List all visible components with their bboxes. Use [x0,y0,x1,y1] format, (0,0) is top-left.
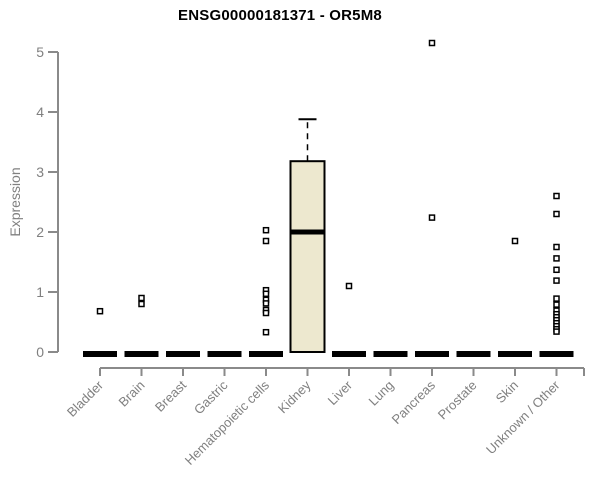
x-category-label: Kidney [275,377,314,416]
outlier-point [262,309,270,317]
outlier-point [428,214,436,221]
outlier-point [96,307,104,315]
outlier-point [553,277,560,284]
y-tick-label: 1 [36,284,44,300]
zero-median-bar [373,351,408,357]
zero-median-bar [166,351,200,357]
zero-median-bar [456,351,491,357]
x-category-label: Bladder [64,377,107,420]
y-tick-label: 3 [36,164,44,180]
x-category-label: Pancreas [389,377,439,427]
outlier-point [553,266,560,274]
outlier-point [262,328,270,336]
x-category-label: Lung [366,378,397,409]
outlier-point [553,192,560,200]
x-category-label: Gastric [191,377,231,417]
x-category-label: Liver [325,377,356,408]
outlier-point [553,243,560,251]
zero-median-bar [83,351,117,357]
outlier-point [262,237,270,245]
outlier-point [553,295,560,302]
zero-median-bar [415,351,449,357]
box-iqr [289,160,326,353]
outlier-point [262,226,270,234]
outlier-point [428,39,436,47]
outlier-point [553,301,560,308]
y-tick-label: 5 [36,44,44,60]
x-category-label: Unknown / Other [483,377,563,457]
x-category-label: Brain [116,378,148,410]
y-tick-label: 4 [36,104,44,120]
chart-title: ENSG00000181371 - OR5M8 [178,7,382,24]
zero-median-bar [498,351,532,357]
zero-median-bar [332,351,366,357]
x-category-label: Breast [152,377,189,414]
x-category-label: Skin [493,378,521,406]
y-tick-label: 2 [36,224,44,240]
zero-median-bar [539,351,574,357]
outlier-point [138,300,145,308]
outlier-point [511,237,519,245]
outlier-point [553,328,560,335]
x-category-label: Prostate [435,378,480,423]
zero-median-bar [124,351,159,357]
outlier-point [262,290,270,298]
y-tick-label: 0 [36,344,44,360]
outlier-point [553,255,560,262]
outlier-point [138,294,145,302]
outlier-point [345,282,353,290]
box-median-line [290,229,325,235]
zero-median-bar [207,351,242,357]
outlier-point [553,210,560,218]
zero-median-bar [249,351,283,357]
outlier-point [262,300,270,307]
